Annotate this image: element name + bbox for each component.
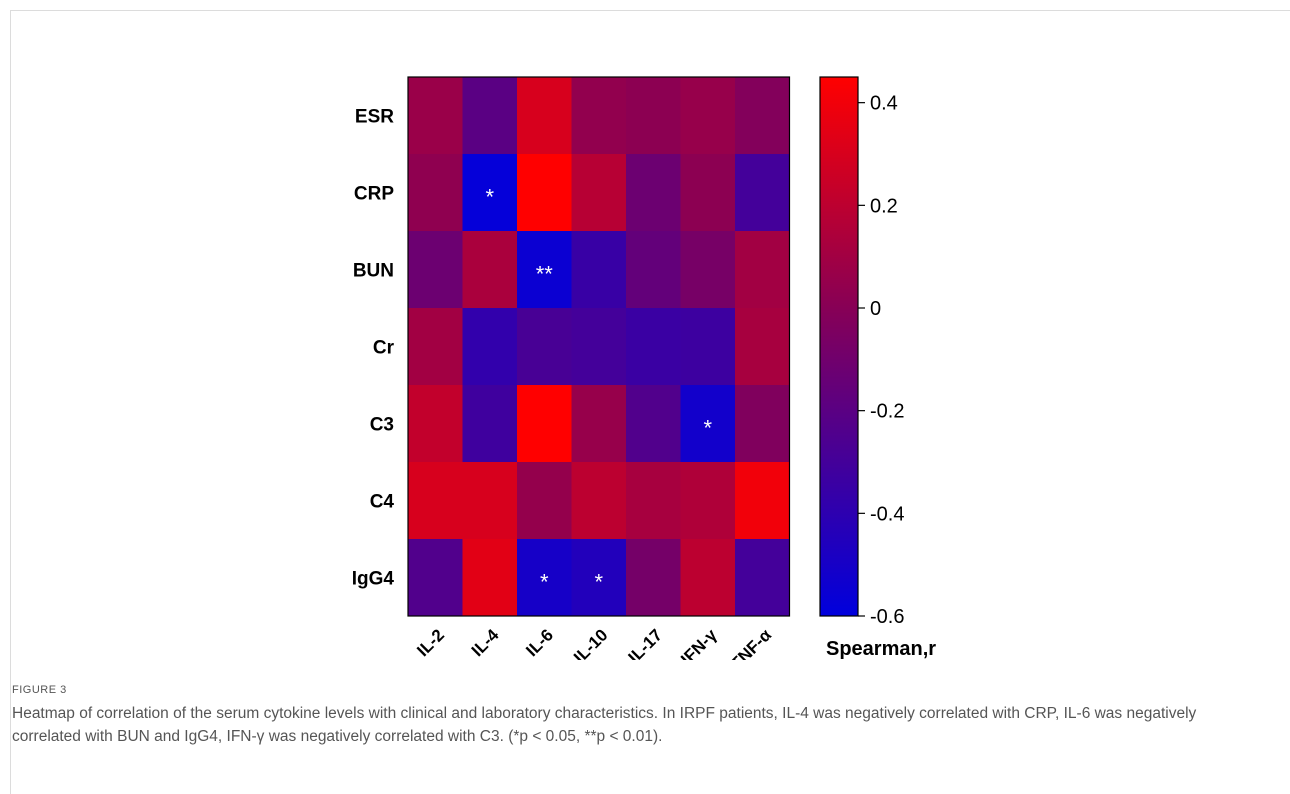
colorbar-tick-label: 0	[870, 298, 881, 320]
heatmap-cell	[571, 385, 627, 463]
heatmap-cell	[680, 154, 736, 232]
colorbar-tick-label: -0.6	[870, 606, 904, 628]
heatmap-cell	[408, 77, 463, 155]
heatmap-cells	[408, 77, 790, 617]
heatmap-cell	[462, 231, 518, 309]
figure-caption: Heatmap of correlation of the serum cyto…	[12, 705, 1197, 745]
row-label: Cr	[373, 338, 395, 359]
heatmap-cell	[680, 231, 736, 309]
column-label: TNF-α	[727, 625, 776, 660]
heatmap-cell	[462, 308, 518, 386]
heatmap-frame	[407, 76, 791, 617]
heatmap-cell	[626, 154, 681, 232]
heatmap-cell	[680, 462, 736, 540]
heatmap-cell	[462, 154, 518, 232]
figure-label: FIGURE 3	[12, 684, 67, 696]
heatmap-cell	[680, 77, 736, 155]
heatmap-cell	[408, 154, 463, 232]
heatmap-cell	[462, 385, 518, 463]
significance-mark: **	[536, 262, 554, 287]
heatmap-cell	[626, 462, 681, 540]
row-label: C4	[370, 492, 395, 513]
row-label: CRP	[354, 184, 394, 205]
column-label: IL-10	[570, 625, 611, 660]
colorbar-tick-label: 0.2	[870, 195, 898, 217]
heatmap-cell	[735, 308, 790, 386]
heatmap-cell	[680, 385, 736, 463]
heatmap-cell	[735, 462, 790, 540]
significance-mark: *	[594, 570, 603, 595]
heatmap-cell	[571, 77, 627, 155]
colorbar-tick-label: -0.2	[870, 401, 904, 423]
colorbar	[819, 76, 859, 617]
heatmap-cell	[517, 308, 572, 386]
heatmap-cell	[571, 462, 627, 540]
heatmap-cell	[626, 385, 681, 463]
heatmap-cell	[517, 154, 572, 232]
heatmap-cell	[408, 462, 463, 540]
heatmap-cell	[408, 539, 463, 617]
row-label: BUN	[353, 261, 394, 282]
heatmap-cell	[735, 231, 790, 309]
column-label: IL-4	[468, 625, 503, 660]
row-label: C3	[370, 415, 394, 436]
heatmap-cell	[735, 154, 790, 232]
column-label: IL-17	[625, 625, 666, 660]
heatmap-cell	[626, 231, 681, 309]
heatmap-cell	[462, 77, 518, 155]
heatmap-cell	[571, 539, 627, 617]
heatmap-cell	[680, 539, 736, 617]
figure-frame	[10, 10, 1290, 794]
column-labels: IL-2 IL-4 IL-6 IL-10 IL-17 IFN-γ TNF-α	[413, 625, 775, 660]
heatmap-cell	[408, 308, 463, 386]
significance-mark: *	[485, 185, 494, 210]
significance-mark: *	[540, 570, 549, 595]
colorbar-tick-label: 0.4	[870, 93, 898, 115]
heatmap-cell	[408, 385, 463, 463]
colorbar-title: Spearman,r	[826, 638, 936, 660]
heatmap-cell	[571, 154, 627, 232]
significance-marks: ***** *	[485, 185, 712, 595]
heatmap-cell	[735, 77, 790, 155]
heatmap-cell	[735, 385, 790, 463]
column-label: IL-2	[413, 625, 448, 660]
column-label: IFN-γ	[677, 625, 721, 660]
heatmap-cell	[408, 231, 463, 309]
heatmap-cell	[571, 231, 627, 309]
row-labels: ESR CRP BUN Cr C3 C4 IgG4	[352, 107, 395, 590]
heatmap-cell	[571, 308, 627, 386]
column-label: IL-6	[522, 625, 557, 660]
colorbar-tick-label: -0.4	[870, 503, 904, 525]
heatmap-cell	[462, 462, 518, 540]
heatmap-cell	[517, 462, 572, 540]
heatmap-cell	[626, 308, 681, 386]
heatmap-cell	[517, 539, 572, 617]
heatmap-cell	[680, 308, 736, 386]
heatmap-cell	[462, 539, 518, 617]
heatmap-cell	[517, 231, 572, 309]
heatmap-cell	[626, 539, 681, 617]
row-label: IgG4	[352, 569, 395, 590]
heatmap-cell	[517, 77, 572, 155]
heatmap-cell	[517, 385, 572, 463]
significance-mark: *	[703, 416, 712, 441]
colorbar-ticks: -0.6 -0.4 -0.2 0 0.2 0.4	[858, 93, 904, 628]
row-label: ESR	[355, 107, 394, 128]
heatmap-cell	[626, 77, 681, 155]
heatmap-cell	[735, 539, 790, 617]
